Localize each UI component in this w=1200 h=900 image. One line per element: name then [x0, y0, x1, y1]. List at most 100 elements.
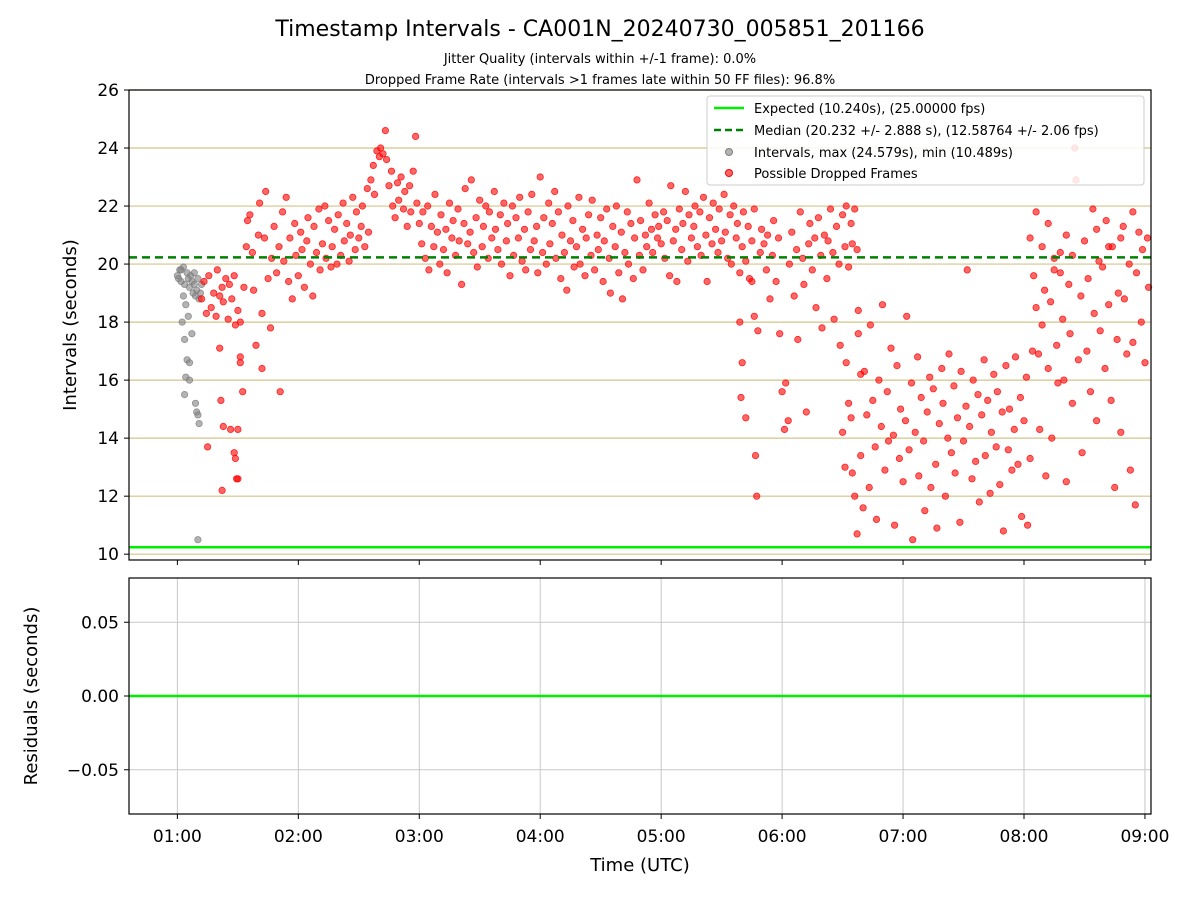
dropped-frame-point [633, 176, 641, 184]
dropped-frame-point [1090, 309, 1098, 317]
dropped-frame-point [399, 205, 408, 213]
dropped-frame-point [357, 222, 365, 230]
dropped-frame-point [1032, 208, 1040, 216]
dropped-frame-point [974, 390, 982, 399]
dropped-frame-point [318, 240, 327, 248]
dropped-frame-point [554, 208, 563, 216]
dropped-frame-point [1093, 417, 1101, 425]
interval-point [175, 274, 183, 283]
dropped-frame-point [572, 243, 581, 251]
dropped-frame-point [651, 211, 659, 219]
dropped-frame-point [1062, 231, 1070, 239]
legend-expected-label: Expected (10.240s), (25.00000 fps) [754, 102, 985, 117]
x-tick-label: 03:00 [395, 827, 444, 847]
dropped-frame-point [524, 208, 532, 216]
legend-intervals-label: Intervals, max (24.579s), min (10.489s) [754, 146, 1013, 161]
dropped-frame-point [944, 434, 952, 442]
dropped-frame-point [624, 260, 633, 268]
dropped-frame-point [1102, 217, 1110, 225]
dropped-frame-point [832, 222, 841, 230]
dropped-frame-point [252, 341, 260, 349]
dropped-frame-point [234, 425, 242, 433]
interval-point [196, 289, 204, 297]
dropped-frame-point [491, 225, 500, 233]
dropped-frame-point [1084, 274, 1092, 283]
dropped-frame-point [737, 393, 745, 402]
dropped-frame-point [207, 303, 215, 312]
dropped-frame-point [292, 251, 300, 259]
dropped-frame-point [1093, 225, 1101, 233]
dropped-frame-point [917, 393, 925, 402]
interval-point [182, 301, 190, 309]
dropped-frame-point [367, 176, 375, 184]
dropped-frame-point [753, 492, 761, 500]
dropped-frame-point [990, 370, 998, 378]
dropped-frame-point [742, 257, 750, 265]
dropped-frame-point [820, 231, 829, 239]
dropped-frame-point [672, 225, 680, 233]
dropped-frame-point [1117, 428, 1125, 436]
dropped-frame-point [705, 214, 714, 222]
dropped-frame-point [941, 492, 950, 500]
dropped-frame-point [678, 246, 686, 254]
dropped-frame-point [984, 396, 992, 404]
dropped-frame-point [262, 187, 270, 196]
dropped-frame-point [409, 167, 417, 175]
interval-point [195, 419, 203, 428]
dropped-frame-point [454, 205, 462, 213]
dropped-frame-point [216, 344, 224, 352]
dropped-frame-point [364, 228, 373, 236]
dropped-frame-point [956, 518, 964, 526]
dropped-frame-point [479, 222, 487, 230]
dropped-frame-point [343, 219, 351, 228]
dropped-frame-point [1044, 219, 1052, 228]
dropped-frame-point [1036, 425, 1044, 433]
dropped-frame-point [750, 205, 758, 213]
dropped-frame-point [1101, 364, 1109, 373]
dropped-frame-point [276, 388, 284, 396]
dropped-frame-point [1074, 356, 1083, 364]
dropped-frame-point [405, 182, 414, 190]
dropped-frame-point [570, 263, 578, 271]
dropped-frame-point [1008, 466, 1016, 474]
intervals-y-tick-label: 26 [97, 81, 119, 101]
interval-point [184, 312, 192, 320]
dropped-frame-point [748, 277, 756, 286]
dropped-frame-point [1105, 301, 1113, 309]
dropped-frame-point [298, 246, 306, 254]
dropped-frame-point [726, 211, 734, 219]
dropped-frame-point [1042, 472, 1050, 480]
dropped-frame-point [466, 228, 474, 236]
dropped-frame-point [512, 214, 520, 222]
dropped-frame-point [957, 367, 965, 375]
dropped-frame-point [606, 289, 615, 297]
dropped-frame-point [702, 231, 710, 239]
intervals-y-tick-label: 22 [97, 197, 119, 217]
dropped-frame-point [784, 417, 792, 425]
x-tick-label: 08:00 [1000, 827, 1049, 847]
dropped-frame-point [1120, 295, 1129, 303]
intervals-y-tick-label: 14 [97, 429, 119, 449]
dropped-frame-point [242, 243, 250, 251]
dropped-frame-point [639, 266, 647, 274]
dropped-frame-point [538, 248, 547, 257]
dropped-frame-point [225, 280, 233, 288]
dropped-frame-point [1089, 205, 1097, 213]
dropped-frame-point [230, 449, 238, 457]
dropped-frame-point [569, 217, 577, 225]
dropped-frame-point [597, 214, 605, 222]
dropped-frame-point [431, 190, 439, 198]
dropped-frame-point [328, 243, 336, 251]
dropped-frame-point [1010, 425, 1018, 433]
dropped-frame-point [653, 234, 662, 242]
dropped-frame-point [829, 248, 837, 257]
interval-point [185, 359, 194, 367]
dropped-frame-point [615, 269, 623, 277]
dropped-frame-point [799, 254, 807, 262]
dropped-frame-point [919, 437, 928, 445]
dropped-frame-point [303, 237, 311, 245]
dropped-frame-point [1048, 434, 1056, 442]
dropped-frame-point [998, 408, 1006, 416]
dropped-frame-point [476, 196, 484, 204]
dropped-frame-point [333, 260, 341, 268]
